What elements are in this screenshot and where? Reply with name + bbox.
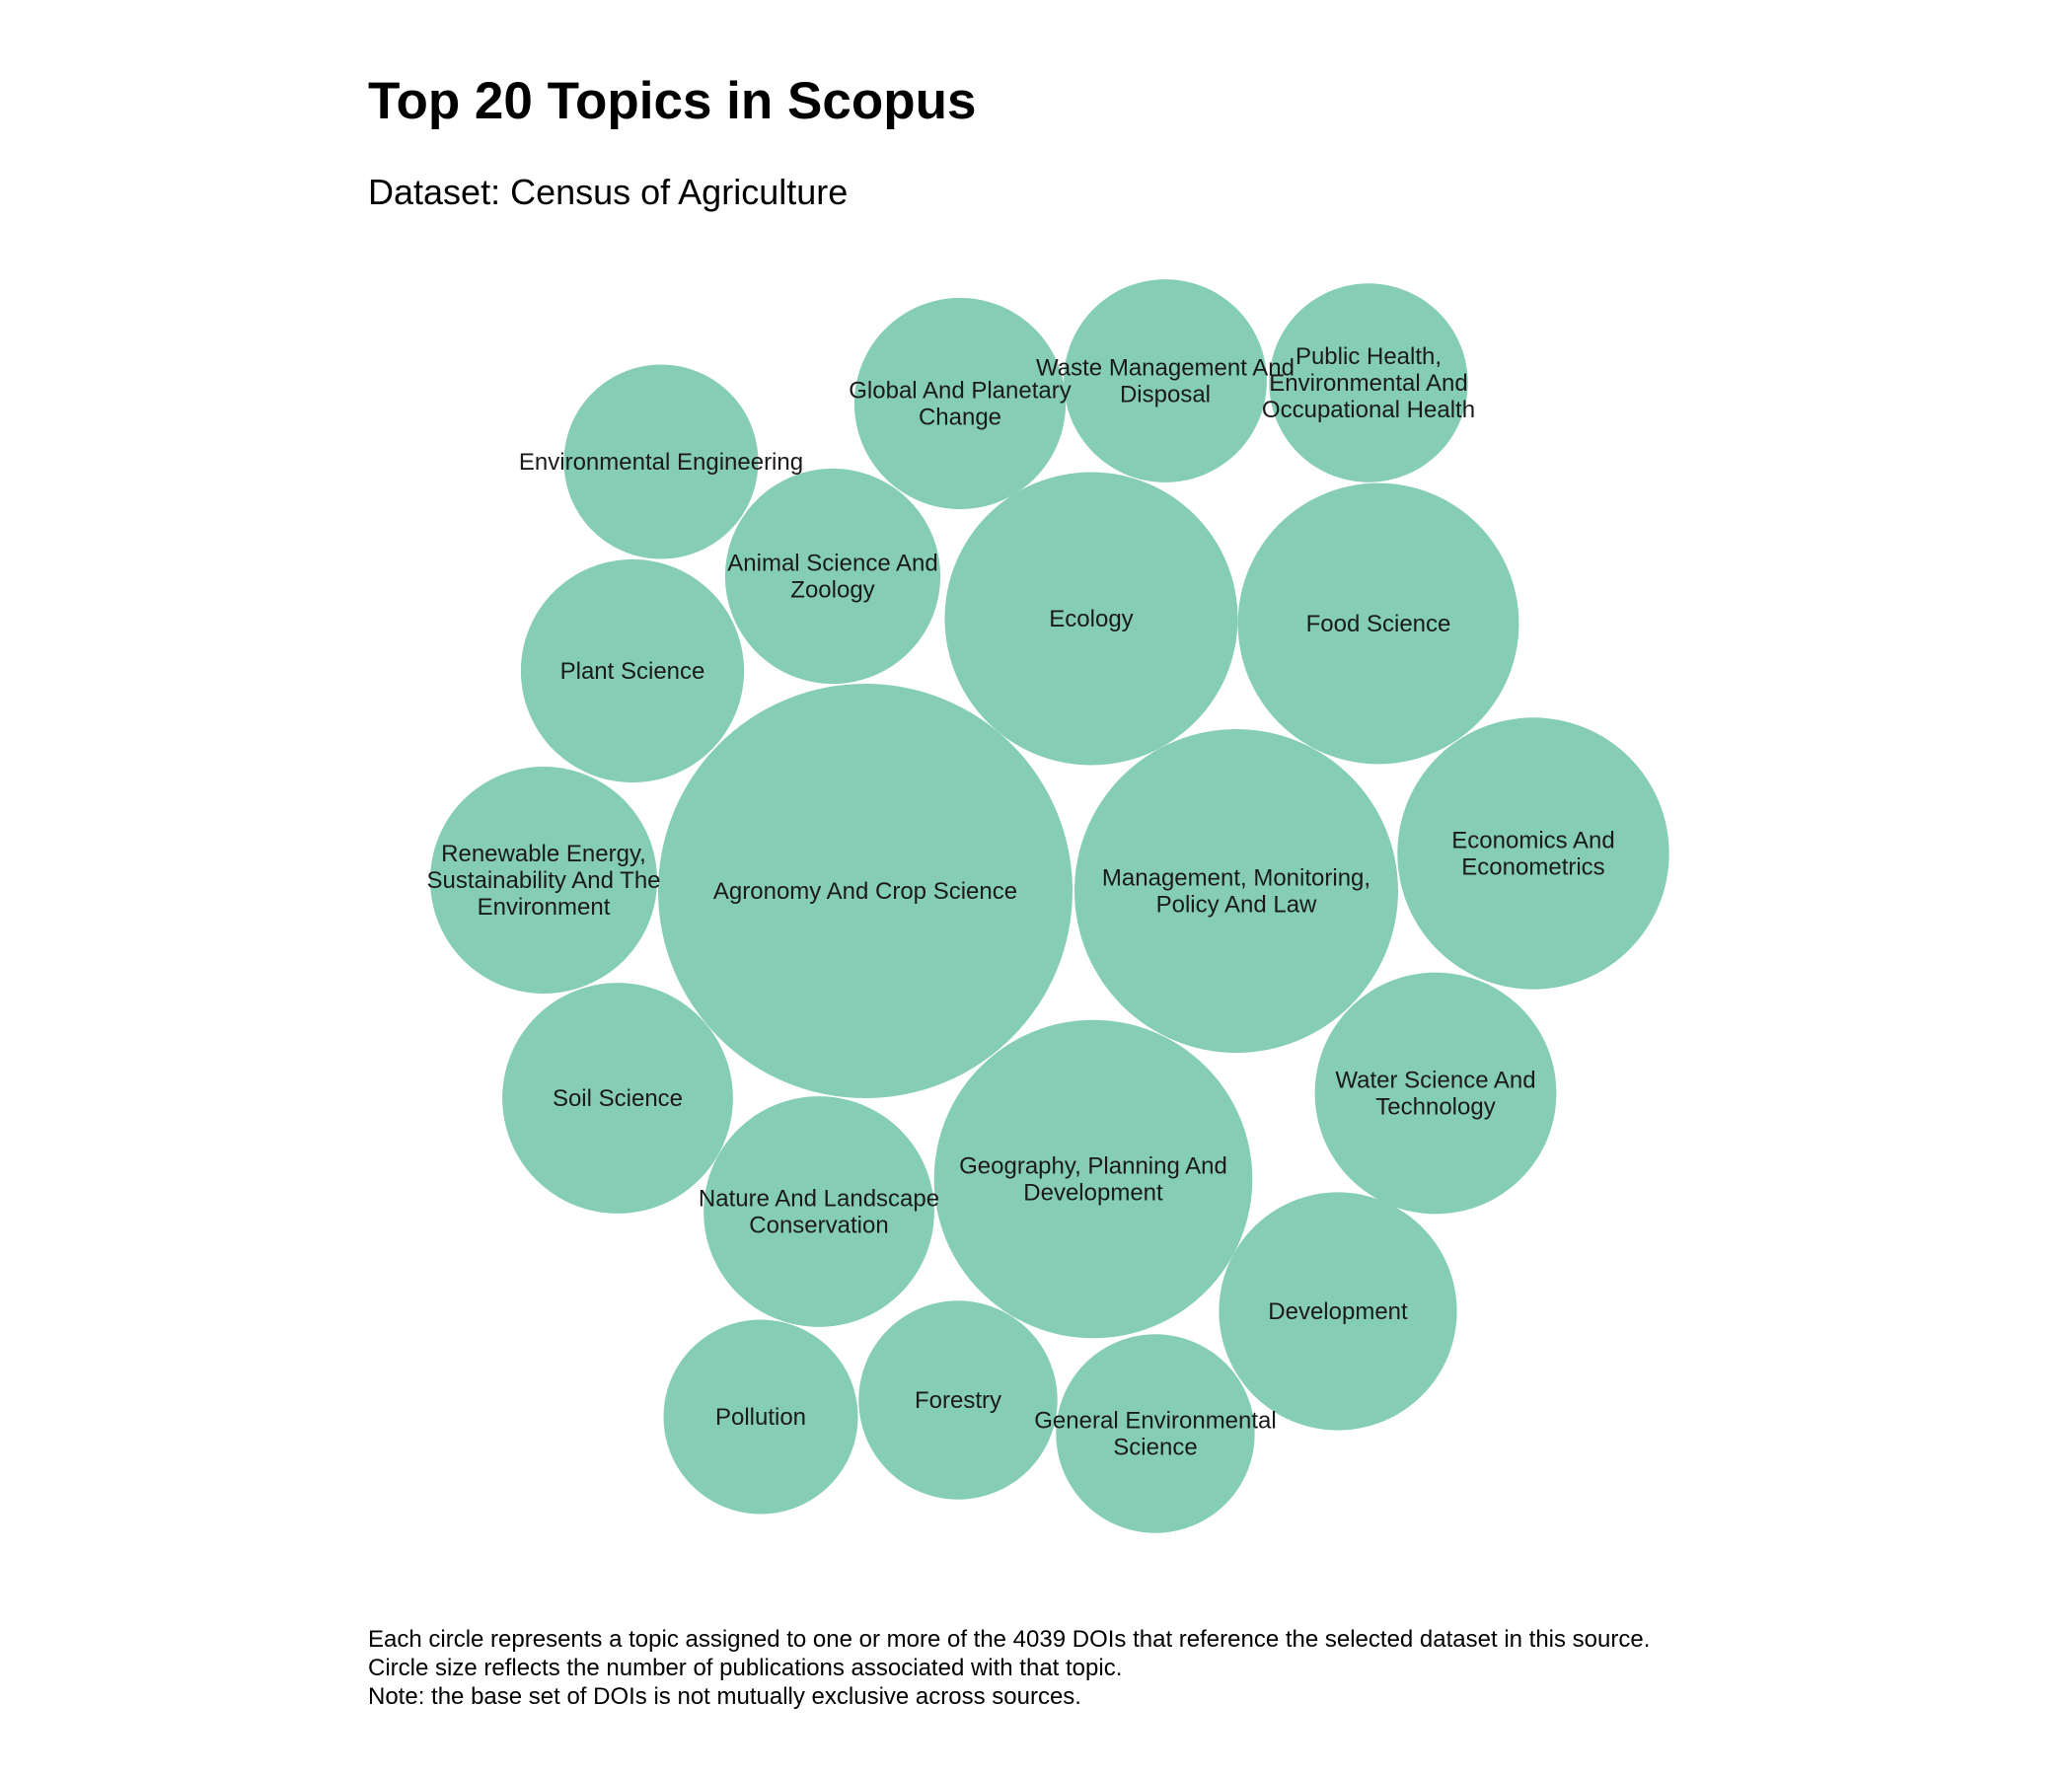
bubble-label-line: Econometrics bbox=[1461, 854, 1604, 881]
bubble-label-nature-and-landscape-conservation: Nature And Landscape Conservation bbox=[699, 1186, 939, 1239]
bubble-label-economics-and-econometrics: Economics And Econometrics bbox=[1451, 828, 1614, 881]
bubble-ecology bbox=[944, 472, 1238, 766]
bubble-plant-science bbox=[520, 558, 745, 783]
bubble-label-line: Zoology bbox=[790, 577, 874, 604]
bubble-label-soil-science: Soil Science bbox=[553, 1085, 683, 1112]
bubble-general-environmental-science bbox=[1056, 1334, 1255, 1533]
bubble-label-public-health-environmental-and-occupational-health: Public Health, Environmental And Occupatio… bbox=[1262, 343, 1475, 423]
bubble-label-line: Soil Science bbox=[553, 1085, 683, 1112]
bubble-label-line: Environment bbox=[478, 894, 611, 921]
chart-title: Top 20 Topics in Scopus bbox=[368, 72, 977, 130]
bubble-label-line: Conservation bbox=[749, 1213, 888, 1239]
bubble-label-line: Global And Planetary bbox=[849, 378, 1071, 405]
bubble-label-food-science: Food Science bbox=[1306, 611, 1451, 637]
bubble-label-line: Agronomy And Crop Science bbox=[713, 878, 1017, 905]
bubble-forestry bbox=[858, 1300, 1058, 1500]
bubble-label-line: Food Science bbox=[1306, 611, 1451, 637]
bubble-label-geography-planning-and-development: Geography, Planning And Development bbox=[959, 1153, 1227, 1207]
caption-line-1: Each circle represents a topic assigned … bbox=[368, 1626, 1651, 1653]
bubble-public-health-environmental-and-occupational-health bbox=[1269, 283, 1468, 482]
bubble-nature-and-landscape-conservation bbox=[703, 1096, 934, 1327]
bubble-label-line: Water Science And bbox=[1335, 1068, 1535, 1094]
bubble-pollution bbox=[663, 1319, 858, 1515]
bubble-economics-and-econometrics bbox=[1397, 717, 1669, 990]
bubble-management-monitoring-policy-and-law bbox=[1074, 729, 1398, 1053]
bubble-label-line: Forestry bbox=[915, 1387, 1001, 1414]
bubble-soil-science bbox=[502, 983, 733, 1214]
bubble-label-line: Occupational Health bbox=[1262, 397, 1475, 423]
caption-line-3: Note: the base set of DOIs is not mutual… bbox=[368, 1683, 1081, 1710]
bubble-development bbox=[1219, 1192, 1457, 1431]
bubble-label-agronomy-and-crop-science: Agronomy And Crop Science bbox=[713, 878, 1017, 905]
bubble-label-line: Economics And bbox=[1451, 828, 1614, 854]
caption-line-2: Circle size reflects the number of publi… bbox=[368, 1655, 1123, 1681]
bubble-label-line: Waste Management And bbox=[1036, 355, 1295, 382]
bubble-label-line: Sustainability And The bbox=[426, 867, 660, 894]
bubble-food-science bbox=[1237, 482, 1519, 765]
bubble-waste-management-and-disposal bbox=[1064, 279, 1267, 482]
bubble-label-line: General Environmental bbox=[1034, 1408, 1276, 1435]
bubble-label-line: Renewable Energy, bbox=[441, 841, 646, 867]
bubble-label-ecology: Ecology bbox=[1049, 606, 1133, 632]
bubble-label-line: Management, Monitoring, bbox=[1102, 865, 1370, 892]
bubble-label-plant-science: Plant Science bbox=[560, 658, 705, 685]
bubble-label-general-environmental-science: General Environmental Science bbox=[1034, 1408, 1276, 1461]
bubble-environmental-engineering bbox=[563, 364, 759, 559]
bubble-label-forestry: Forestry bbox=[915, 1387, 1001, 1414]
bubble-label-renewable-energy-sustainability-and-the-environment: Renewable Energy, Sustainability And The E… bbox=[426, 841, 660, 921]
bubble-label-line: Development bbox=[1268, 1298, 1408, 1325]
bubble-label-line: Nature And Landscape bbox=[699, 1186, 939, 1213]
bubble-label-line: Geography, Planning And bbox=[959, 1153, 1227, 1180]
bubble-label-line: Change bbox=[919, 405, 1001, 431]
bubble-label-line: Pollution bbox=[715, 1404, 806, 1431]
bubble-label-line: Technology bbox=[1375, 1094, 1495, 1121]
bubble-label-line: Disposal bbox=[1120, 382, 1211, 408]
bubble-label-line: Policy And Law bbox=[1156, 892, 1317, 919]
bubble-label-line: Public Health, bbox=[1295, 343, 1442, 370]
bubble-label-line: Development bbox=[1023, 1180, 1163, 1207]
bubble-label-pollution: Pollution bbox=[715, 1404, 806, 1431]
bubble-label-animal-science-and-zoology: Animal Science And Zoology bbox=[727, 551, 937, 604]
bubble-label-line: Ecology bbox=[1049, 606, 1133, 632]
bubble-global-and-planetary-change bbox=[853, 297, 1067, 510]
bubble-label-development: Development bbox=[1268, 1298, 1408, 1325]
bubble-label-line: Environmental And bbox=[1269, 370, 1467, 397]
bubble-label-global-and-planetary-change: Global And Planetary Change bbox=[849, 378, 1071, 431]
bubble-label-water-science-and-technology: Water Science And Technology bbox=[1335, 1068, 1535, 1121]
bubble-label-line: Science bbox=[1113, 1435, 1197, 1461]
chart-subtitle: Dataset: Census of Agriculture bbox=[368, 172, 849, 212]
bubble-renewable-energy-sustainability-and-the-environment bbox=[430, 767, 657, 994]
bubble-label-waste-management-and-disposal: Waste Management And Disposal bbox=[1036, 355, 1295, 408]
bubble-label-management-monitoring-policy-and-law: Management, Monitoring, Policy And Law bbox=[1102, 865, 1370, 919]
bubble-animal-science-and-zoology bbox=[724, 468, 941, 685]
bubble-geography-planning-and-development bbox=[933, 1019, 1253, 1339]
chart-caption: Each circle represents a topic assigned … bbox=[368, 1625, 1650, 1711]
bubble-label-line: Plant Science bbox=[560, 658, 705, 685]
bubble-agronomy-and-crop-science bbox=[658, 684, 1073, 1098]
bubble-label-line: Environmental Engineering bbox=[519, 449, 803, 476]
bubble-label-line: Animal Science And bbox=[727, 551, 937, 577]
bubble-label-environmental-engineering: Environmental Engineering bbox=[519, 449, 803, 476]
bubble-water-science-and-technology bbox=[1314, 972, 1557, 1215]
